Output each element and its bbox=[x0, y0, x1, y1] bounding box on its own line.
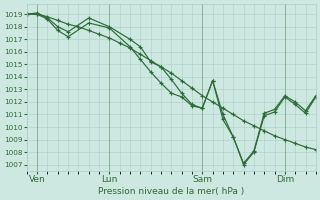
X-axis label: Pression niveau de la mer( hPa ): Pression niveau de la mer( hPa ) bbox=[98, 187, 244, 196]
